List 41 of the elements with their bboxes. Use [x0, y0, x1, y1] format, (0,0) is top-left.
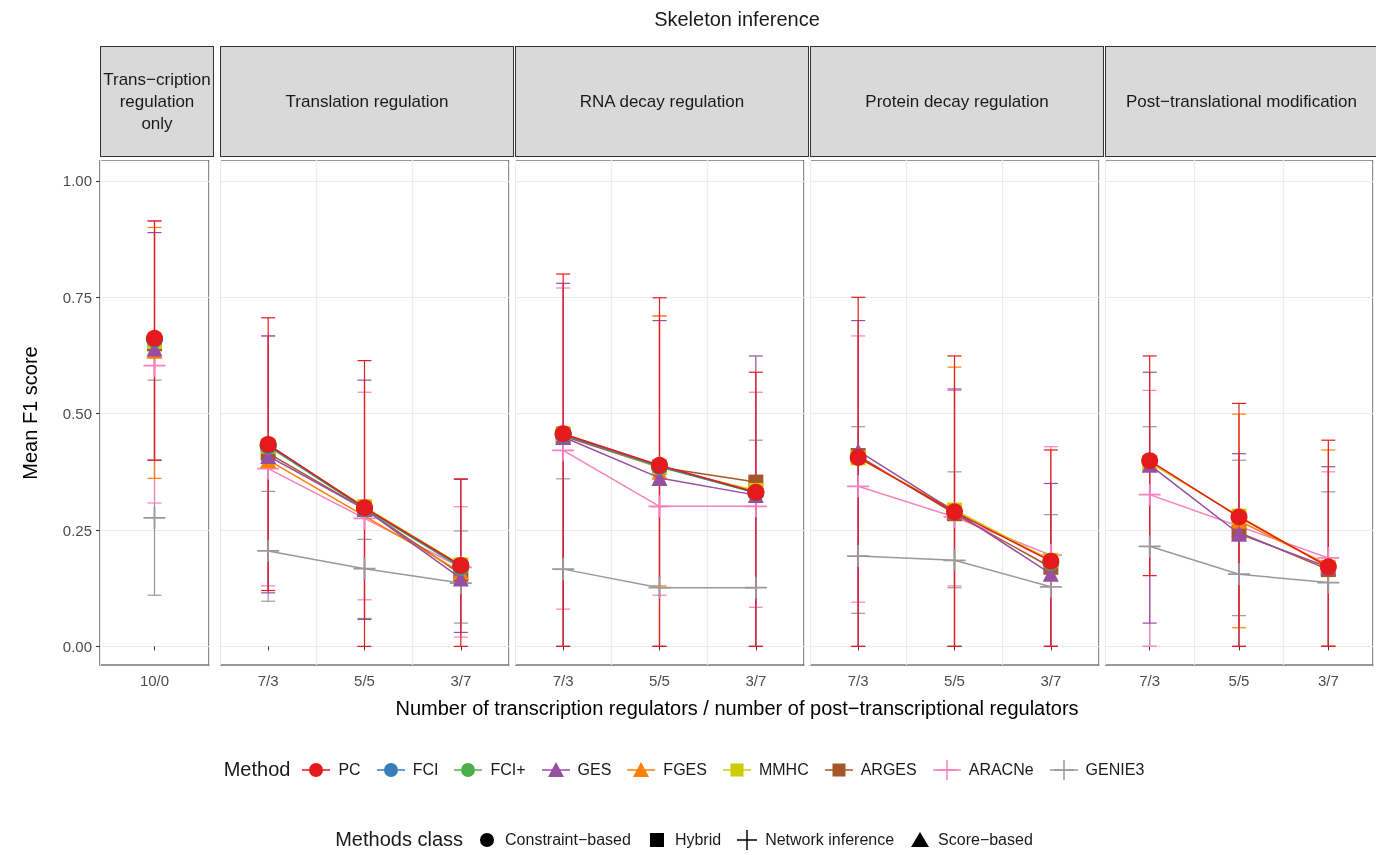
y-tick-label: 0.50 [62, 405, 92, 423]
x-tick-label: 5/5 [1228, 672, 1250, 689]
legend-label: GES [577, 760, 612, 779]
x-axis-title: Number of transcription regulators / number of post−transcriptional regulators [394, 697, 1080, 720]
text: Methods class [335, 828, 464, 851]
y-tick-label: 0.25 [62, 521, 92, 539]
x-tick-label: 5/5 [354, 672, 375, 689]
x-tick-label: 3/7 [1317, 672, 1339, 689]
legend-label: FGES [663, 760, 707, 779]
x-tick-label: 3/7 [1040, 672, 1062, 689]
chart-title: Protein decay regulation [865, 90, 1049, 113]
legend-label: GENIE3 [1085, 760, 1145, 779]
x-tick-label: 5/5 [944, 672, 965, 689]
chart-title: RNA decay regulation [579, 90, 745, 113]
legend-label: FCI+ [490, 760, 526, 779]
x-tick-label: 7/3 [1139, 672, 1161, 689]
text: Score−based [938, 830, 1033, 849]
legend-label: MMHC [758, 760, 809, 779]
x-tick-label: 7/3 [847, 672, 869, 689]
chart-title: Post−translational modification [1125, 90, 1358, 113]
x-tick-label: 5/5 [649, 672, 670, 689]
x-tick-label: 3/7 [450, 672, 472, 689]
x-tick-label: 7/3 [552, 672, 574, 689]
y-tick-label: 1.00 [62, 172, 92, 190]
legend-label: ARACNe [968, 760, 1034, 779]
legend-label: PC [338, 760, 361, 779]
x-tick-label: 3/7 [745, 672, 767, 689]
chart-title: Translation regulation [285, 90, 449, 113]
legend-label: FCI [412, 760, 439, 779]
text: Hybrid [674, 830, 722, 849]
text: Network inference [765, 830, 895, 849]
chart-title: Trans−cription regulation only [103, 68, 211, 135]
y-axis-title: Mean F1 score [18, 345, 42, 480]
legend-label: ARGES [860, 760, 917, 779]
text: Skeleton inference [653, 8, 821, 31]
y-tick-label: 0.00 [62, 637, 92, 655]
x-tick-label: 7/3 [257, 672, 279, 689]
x-tick-label: 10/0 [139, 672, 170, 689]
y-tick-label: 0.75 [62, 288, 92, 306]
text: Constraint−based [505, 830, 631, 849]
legend-title: Method [223, 758, 291, 781]
